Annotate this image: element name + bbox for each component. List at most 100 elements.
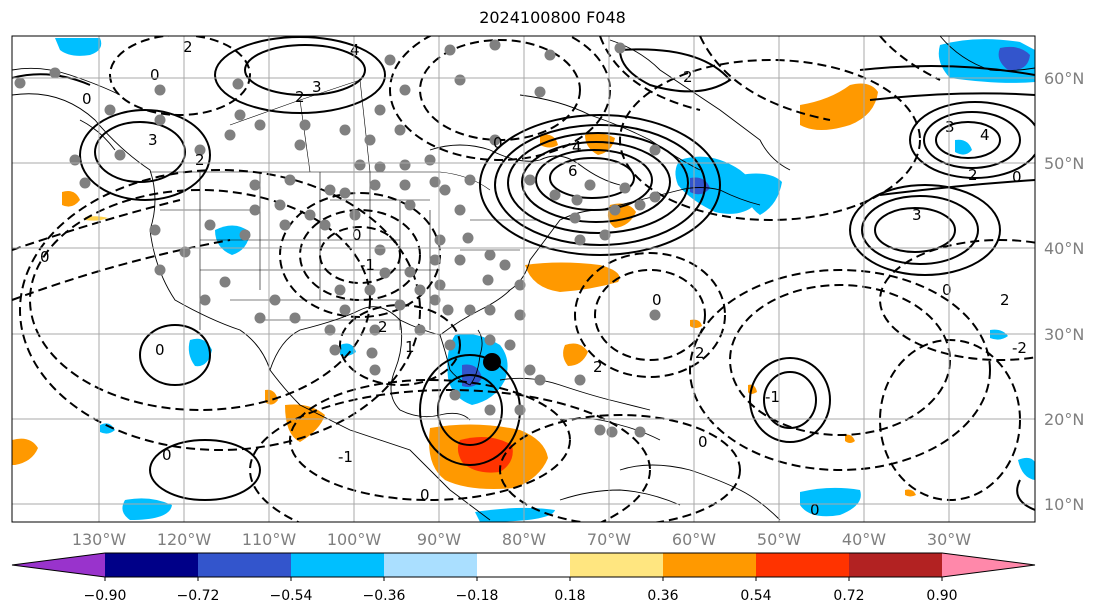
colorbar: −0.90 −0.72 −0.54 −0.36 −0.18 0.18 0.36 0.54 0.7… bbox=[11, 552, 1036, 604]
station-dot bbox=[444, 44, 456, 56]
station-dot bbox=[154, 264, 166, 276]
station-dot bbox=[606, 426, 618, 438]
station-dot bbox=[404, 266, 416, 278]
svg-text:-1: -1 bbox=[338, 448, 353, 466]
station-dot bbox=[334, 284, 346, 296]
station-dot bbox=[424, 154, 436, 166]
station-dot bbox=[304, 209, 316, 221]
colorbar-segment bbox=[756, 553, 849, 577]
colorbar-tick-label: 0.90 bbox=[926, 588, 957, 604]
map-frame bbox=[11, 35, 1036, 523]
shading-layer bbox=[12, 38, 1035, 522]
station-dot bbox=[219, 276, 231, 288]
station-dot bbox=[249, 204, 261, 216]
station-dot bbox=[69, 154, 81, 166]
colorbar-tick-label: −0.54 bbox=[270, 588, 313, 604]
station-dot bbox=[571, 194, 583, 206]
station-dot bbox=[366, 347, 378, 359]
station-dot bbox=[234, 109, 246, 121]
station-dot bbox=[149, 224, 161, 236]
station-dot bbox=[634, 426, 646, 438]
lon-tick-label: 40°W bbox=[842, 530, 886, 549]
colorbar-tick-label: −0.18 bbox=[456, 588, 499, 604]
station-dot bbox=[339, 187, 351, 199]
svg-text:0: 0 bbox=[810, 501, 820, 519]
station-dot bbox=[454, 74, 466, 86]
station-dot bbox=[354, 159, 366, 171]
station-dot bbox=[379, 267, 391, 279]
svg-text:0: 0 bbox=[40, 248, 50, 266]
station-dot bbox=[249, 179, 261, 191]
station-dot bbox=[384, 54, 396, 66]
svg-text:4: 4 bbox=[980, 126, 990, 144]
lat-tick-label: 40°N bbox=[1044, 239, 1084, 258]
station-dot bbox=[154, 114, 166, 126]
gridlines bbox=[12, 36, 1035, 522]
colorbar-tick-label: 0.72 bbox=[833, 588, 864, 604]
colorbar-tick-label: 0.54 bbox=[740, 588, 771, 604]
station-dot bbox=[254, 312, 266, 324]
station-dot bbox=[224, 129, 236, 141]
station-dot bbox=[569, 212, 581, 224]
station-dot bbox=[49, 67, 61, 79]
station-dot bbox=[482, 274, 494, 286]
svg-text:4: 4 bbox=[350, 41, 360, 59]
lat-tick-label: 50°N bbox=[1044, 154, 1084, 173]
station-dot bbox=[154, 84, 166, 96]
station-dot bbox=[319, 219, 331, 231]
station-dot bbox=[594, 424, 606, 436]
positive-contours bbox=[12, 36, 1035, 511]
colorbar-segment bbox=[570, 553, 663, 577]
station-dot bbox=[279, 219, 291, 231]
station-dot bbox=[329, 344, 341, 356]
lon-tick-label: 110°W bbox=[242, 530, 297, 549]
svg-text:4: 4 bbox=[572, 138, 582, 156]
station-dot bbox=[499, 259, 511, 271]
colorbar-segment bbox=[849, 553, 942, 577]
svg-text:1: 1 bbox=[405, 338, 415, 356]
station-dot bbox=[364, 284, 376, 296]
station-dot bbox=[204, 219, 216, 231]
svg-text:0: 0 bbox=[698, 433, 708, 451]
station-dot bbox=[484, 334, 496, 346]
svg-text:0: 0 bbox=[652, 291, 662, 309]
station-dot bbox=[414, 284, 426, 296]
station-dot bbox=[369, 324, 381, 336]
station-dot bbox=[339, 304, 351, 316]
station-dot bbox=[524, 174, 536, 186]
lon-tick-label: 50°W bbox=[757, 530, 801, 549]
station-dot bbox=[14, 77, 26, 89]
lat-tick-label: 60°N bbox=[1044, 69, 1084, 88]
station-dot bbox=[429, 294, 441, 306]
svg-text:2: 2 bbox=[295, 88, 305, 106]
station-dot bbox=[299, 119, 311, 131]
station-dot bbox=[269, 294, 281, 306]
station-dot bbox=[514, 279, 526, 291]
station-dot bbox=[429, 176, 441, 188]
svg-text:2: 2 bbox=[195, 151, 205, 169]
svg-text:-2: -2 bbox=[1012, 339, 1027, 357]
map-title: 2024100800 F048 bbox=[479, 8, 626, 27]
station-dot bbox=[239, 229, 251, 241]
station-dot bbox=[489, 39, 501, 51]
svg-text:-1: -1 bbox=[765, 388, 780, 406]
svg-text:0: 0 bbox=[352, 226, 362, 244]
svg-text:2: 2 bbox=[968, 166, 978, 184]
svg-text:2: 2 bbox=[183, 38, 193, 56]
station-dot bbox=[399, 159, 411, 171]
colorbar-tick-label: 0.18 bbox=[554, 588, 585, 604]
station-dot bbox=[104, 104, 116, 116]
station-dot bbox=[464, 304, 476, 316]
station-dot bbox=[484, 304, 496, 316]
station-dot bbox=[324, 324, 336, 336]
station-dot bbox=[619, 182, 631, 194]
station-dot bbox=[254, 119, 266, 131]
station-dot bbox=[179, 246, 191, 258]
lon-tick-label: 80°W bbox=[502, 530, 546, 549]
colorbar-segment bbox=[477, 553, 570, 577]
colorbar-segment bbox=[12, 553, 105, 577]
svg-text:6: 6 bbox=[568, 162, 578, 180]
svg-text:2: 2 bbox=[593, 358, 603, 376]
station-dot bbox=[649, 309, 661, 321]
